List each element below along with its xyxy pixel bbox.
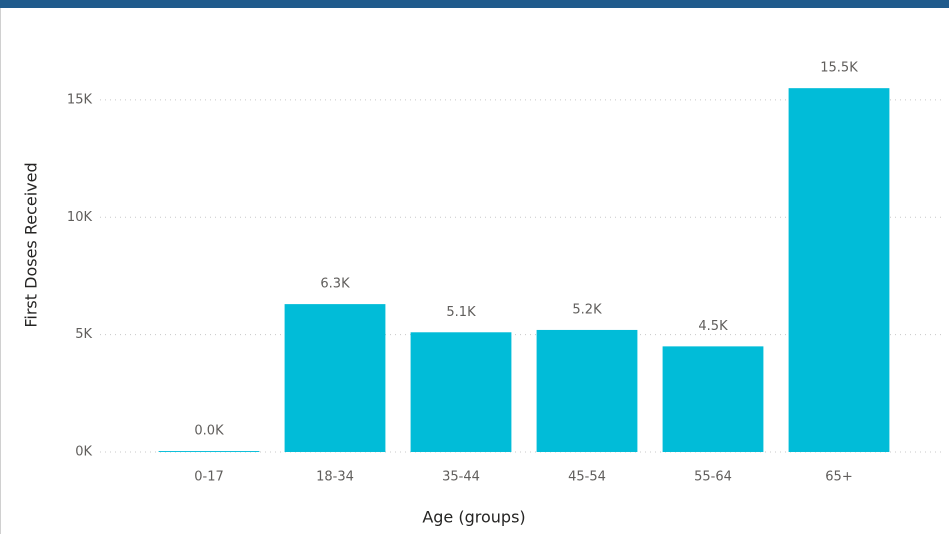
data-label: 6.3K (320, 277, 350, 292)
x-tick-label: 18-34 (316, 470, 354, 485)
bar (284, 304, 386, 452)
bar (788, 88, 890, 452)
y-axis-label: First Doses Received (22, 162, 41, 327)
bar (536, 329, 638, 452)
bar (410, 332, 512, 452)
data-label: 15.5K (820, 61, 858, 76)
data-label: 5.2K (572, 302, 602, 317)
data-label: 4.5K (698, 319, 728, 334)
x-axis-label: Age (groups) (422, 508, 525, 527)
header-band (0, 0, 949, 8)
y-tick-label: 10K (67, 210, 93, 225)
bar (662, 346, 764, 452)
bar (158, 451, 260, 452)
data-label: 5.1K (446, 305, 476, 320)
x-tick-label: 65+ (825, 470, 852, 485)
data-label: 0.0K (194, 424, 224, 439)
x-tick-label: 45-54 (568, 470, 606, 485)
x-tick-label: 0-17 (194, 470, 224, 485)
y-tick-label: 5K (75, 327, 92, 342)
y-tick-label: 15K (67, 92, 93, 107)
x-tick-label: 35-44 (442, 470, 480, 485)
x-tick-label: 55-64 (694, 470, 732, 485)
y-tick-label: 0K (75, 445, 92, 460)
